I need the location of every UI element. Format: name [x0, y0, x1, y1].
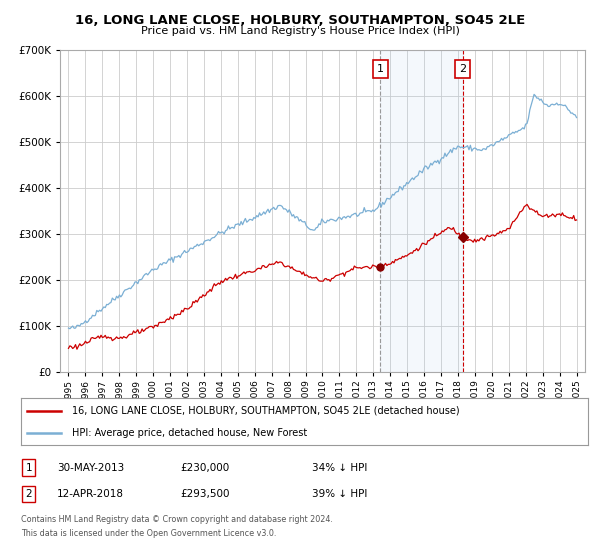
Text: 39% ↓ HPI: 39% ↓ HPI — [312, 489, 367, 499]
Text: £293,500: £293,500 — [180, 489, 229, 499]
Text: 30-MAY-2013: 30-MAY-2013 — [57, 463, 124, 473]
Text: Contains HM Land Registry data © Crown copyright and database right 2024.: Contains HM Land Registry data © Crown c… — [21, 515, 333, 524]
Text: 1: 1 — [377, 64, 384, 74]
Text: This data is licensed under the Open Government Licence v3.0.: This data is licensed under the Open Gov… — [21, 529, 277, 538]
Text: 1: 1 — [25, 463, 32, 473]
Text: 16, LONG LANE CLOSE, HOLBURY, SOUTHAMPTON, SO45 2LE: 16, LONG LANE CLOSE, HOLBURY, SOUTHAMPTO… — [75, 14, 525, 27]
Text: Price paid vs. HM Land Registry's House Price Index (HPI): Price paid vs. HM Land Registry's House … — [140, 26, 460, 36]
Text: 2: 2 — [25, 489, 32, 499]
Text: 34% ↓ HPI: 34% ↓ HPI — [312, 463, 367, 473]
Text: 2: 2 — [459, 64, 466, 74]
Text: 12-APR-2018: 12-APR-2018 — [57, 489, 124, 499]
Bar — [380, 50, 463, 372]
Text: 16, LONG LANE CLOSE, HOLBURY, SOUTHAMPTON, SO45 2LE (detached house): 16, LONG LANE CLOSE, HOLBURY, SOUTHAMPTO… — [72, 406, 460, 416]
Text: HPI: Average price, detached house, New Forest: HPI: Average price, detached house, New … — [72, 428, 307, 438]
Text: £230,000: £230,000 — [180, 463, 229, 473]
